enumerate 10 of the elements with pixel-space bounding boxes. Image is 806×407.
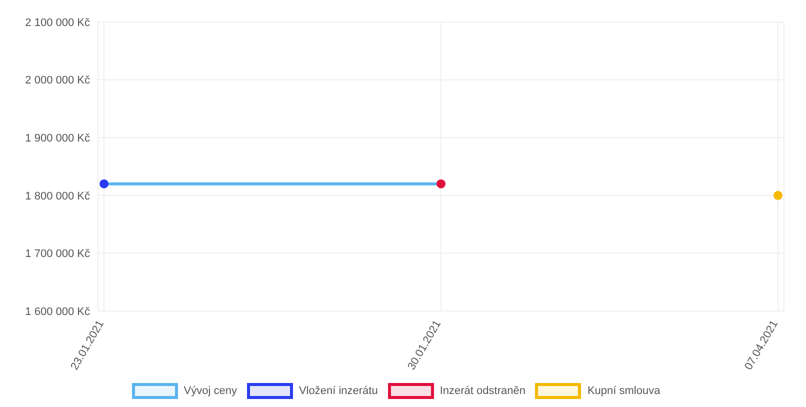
legend-label: Vložení inzerátu xyxy=(298,384,378,399)
legend-label: Vývoj ceny xyxy=(182,384,237,399)
y-tick-label: 1 700 000 Kč xyxy=(25,248,90,260)
y-tick-label: 1 800 000 Kč xyxy=(25,190,90,202)
legend-label: Kupní smlouva xyxy=(586,384,660,399)
y-tick-label: 1 900 000 Kč xyxy=(25,132,90,145)
y-tick-label: 2 000 000 Kč xyxy=(25,74,90,87)
y-tick-label: 2 100 000 Kč xyxy=(25,16,90,29)
y-tick-label: 1 600 000 Kč xyxy=(25,306,90,318)
legend-label: Inzerát odstraněn xyxy=(438,384,526,399)
